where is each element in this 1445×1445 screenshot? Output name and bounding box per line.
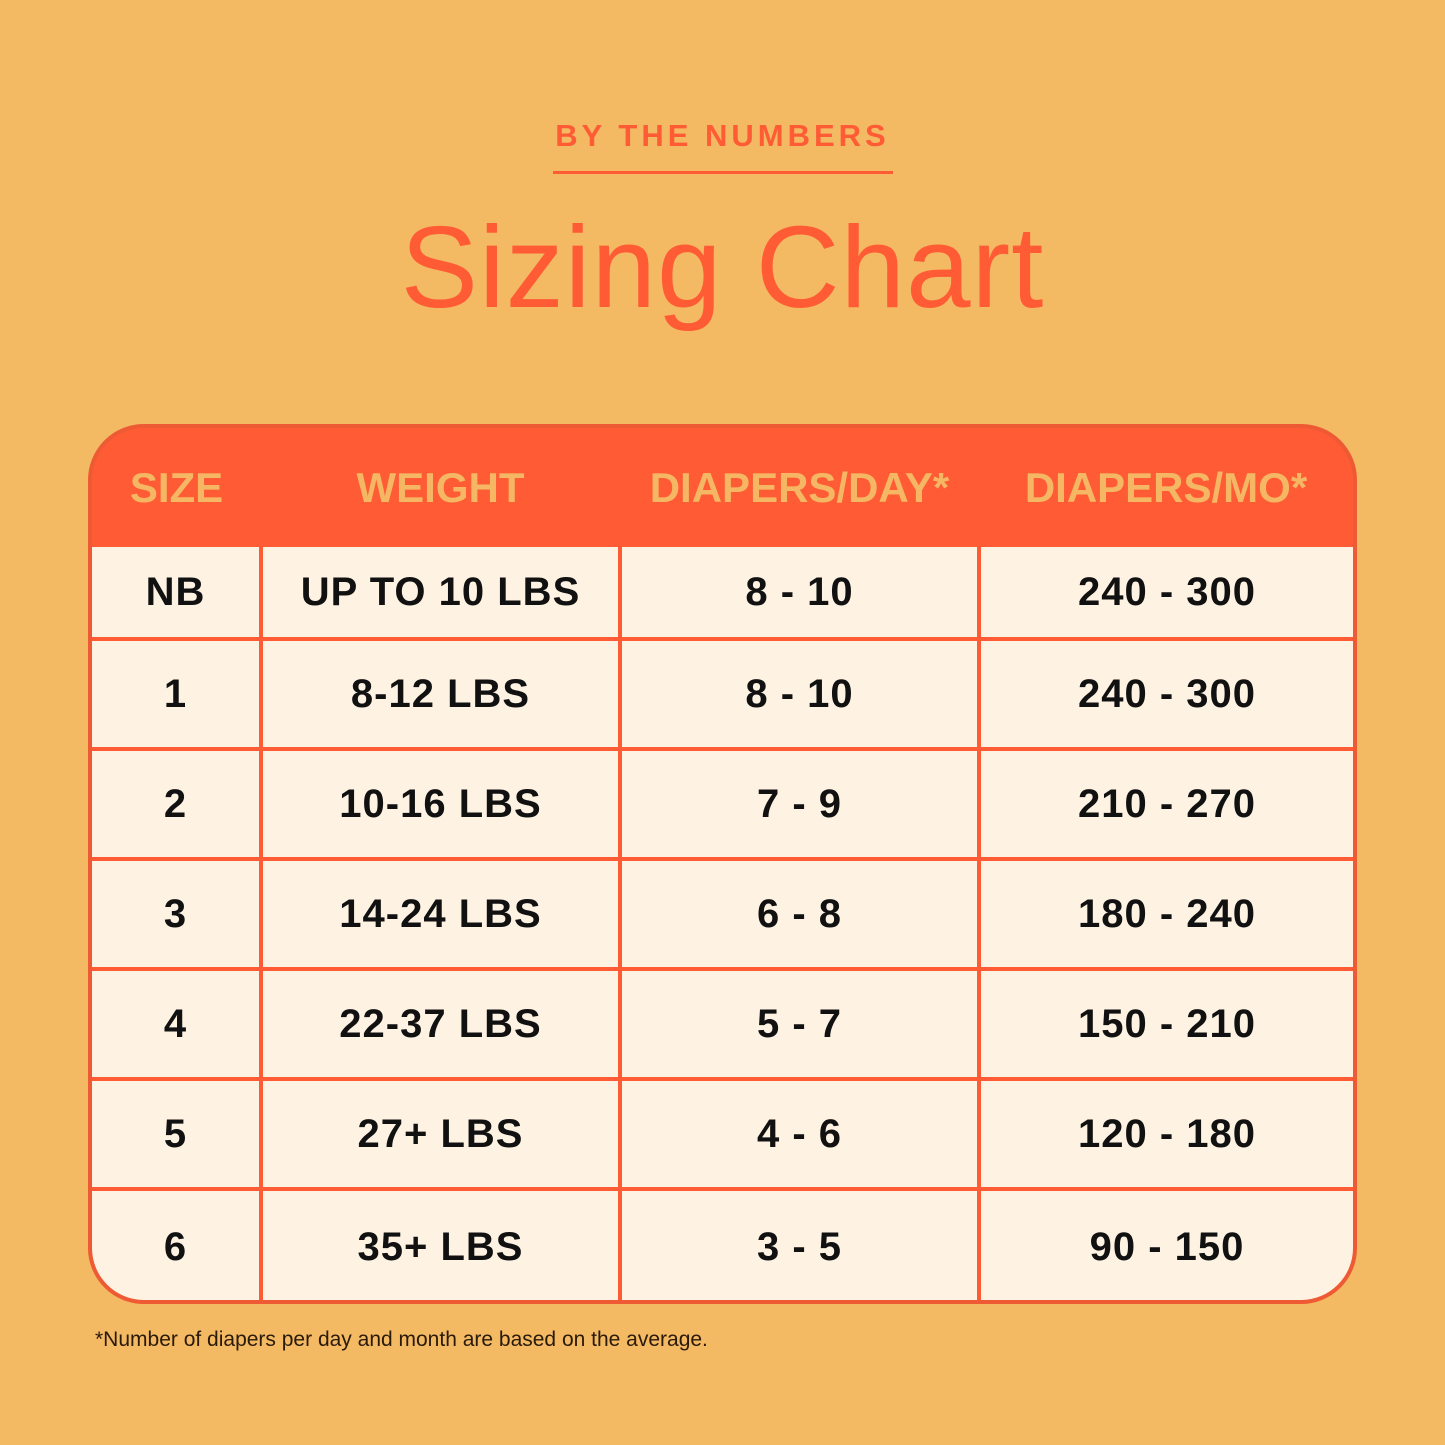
table-cell: 210 - 270 [981,751,1353,857]
page-title: Sizing Chart [400,202,1045,332]
table-cell: 6 [92,1191,259,1300]
column-header: WEIGHT [356,463,525,511]
table-cell: 8 - 10 [622,641,977,747]
table-cell: 7 - 9 [622,751,977,857]
table-cell: 5 - 7 [622,971,977,1077]
eyebrow-label: BY THE NUMBERS [555,118,890,153]
table-cell: 10-16 LBS [263,751,618,857]
table-cell: 150 - 210 [981,971,1353,1077]
table-cell: 3 [92,861,259,967]
table-cell: 6 - 8 [622,861,977,967]
table-cell: 8-12 LBS [263,641,618,747]
column-header: DIAPERS/MO* [1024,463,1308,511]
table-cell: 90 - 150 [981,1191,1353,1300]
table-cell: 4 - 6 [622,1081,977,1187]
table-cell: 240 - 300 [981,547,1353,637]
table-cell: 22-37 LBS [263,971,618,1077]
table-cell: 8 - 10 [622,547,977,637]
table-cell: 240 - 300 [981,641,1353,747]
table-cell: 4 [92,971,259,1077]
eyebrow-underline [553,171,893,174]
table-cell: 35+ LBS [263,1191,618,1300]
table-cell: UP TO 10 LBS [263,547,618,637]
table-cell: 2 [92,751,259,857]
column-header: DIAPERS/DAY* [649,463,950,511]
table-cell: NB [92,547,259,637]
table-cell: 14-24 LBS [263,861,618,967]
sizing-table: SIZE WEIGHT DIAPERS/DAY* DIAPERS/MO* NB UP TO… [88,424,1357,1304]
table-cell: 1 [92,641,259,747]
table-cell: 5 [92,1081,259,1187]
table-cell: 3 - 5 [622,1191,977,1300]
footnote: *Number of diapers per day and month are… [95,1328,708,1351]
column-header: SIZE [129,463,224,511]
table-cell: 27+ LBS [263,1081,618,1187]
table-cell: 120 - 180 [981,1081,1353,1187]
table-cell: 180 - 240 [981,861,1353,967]
